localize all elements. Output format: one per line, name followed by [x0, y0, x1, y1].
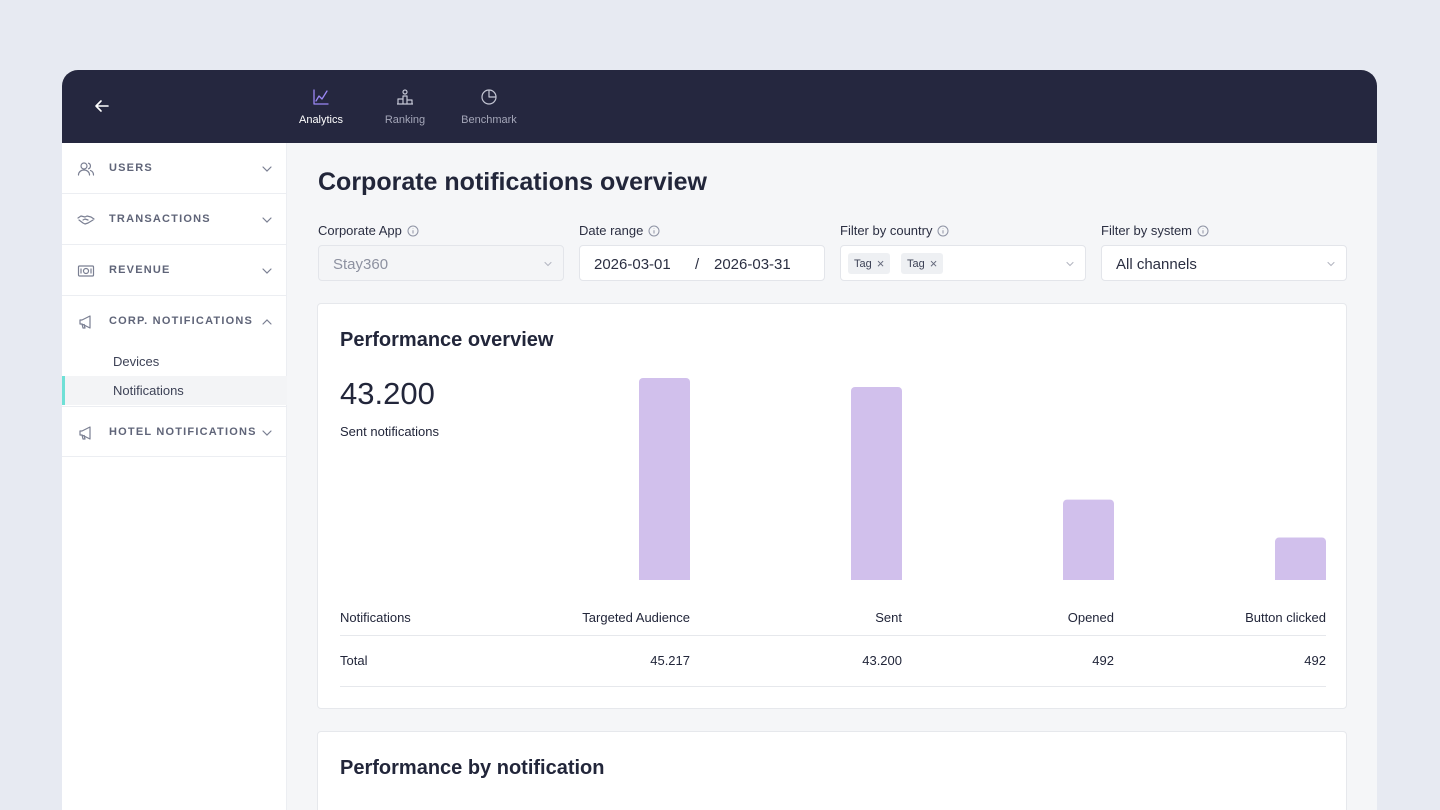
- sidebar-section-revenue[interactable]: REVENUE: [62, 245, 287, 296]
- performance-overview-card: Performance overview 43.200 Sent notific…: [317, 303, 1347, 709]
- performance-overview-title: Performance overview: [340, 329, 554, 351]
- bar-base: [1063, 574, 1114, 580]
- sidebar-section-users[interactable]: USERS: [62, 143, 287, 194]
- info-icon[interactable]: [407, 225, 419, 237]
- close-icon[interactable]: ×: [876, 256, 885, 271]
- line-chart-icon: [313, 89, 329, 105]
- country-tag-label: Tag: [854, 257, 872, 270]
- country-tag: Tag ×: [848, 253, 891, 274]
- country-multiselect[interactable]: Tag × Tag ×: [840, 245, 1086, 281]
- bar-targeted-audience[interactable]: [639, 378, 690, 580]
- filter-system-label: Filter by system: [1101, 223, 1193, 238]
- cell-opened: 492: [1092, 653, 1114, 668]
- info-icon[interactable]: [1197, 225, 1209, 237]
- sent-notifications-kpi-value: 43.200: [340, 376, 435, 411]
- sidebar-section-revenue-label: REVENUE: [109, 264, 171, 276]
- active-indicator: [62, 376, 65, 405]
- country-tag: Tag ×: [901, 253, 944, 274]
- sidebar-section-corp-notifications[interactable]: CORP. NOTIFICATIONS: [62, 296, 287, 347]
- filter-country: Filter by country Tag × Tag ×: [840, 223, 1086, 281]
- column-header-notifications: Notifications: [340, 610, 411, 625]
- date-range-picker[interactable]: 2026-03-01 / 2026-03-31: [579, 245, 825, 281]
- sidebar-item-notifications[interactable]: Notifications: [62, 376, 287, 405]
- tab-ranking-label: Ranking: [384, 114, 426, 126]
- table-divider: [340, 686, 1326, 687]
- chevron-down-icon: [262, 430, 272, 436]
- tab-benchmark[interactable]: Benchmark: [454, 86, 524, 130]
- sidebar-section-users-label: USERS: [109, 162, 153, 174]
- cell-button-clicked: 492: [1304, 653, 1326, 668]
- filter-corporate-app: Corporate App Stay360: [318, 223, 564, 281]
- info-icon[interactable]: [937, 225, 949, 237]
- filter-country-label: Filter by country: [840, 223, 933, 238]
- column-header-button-clicked: Button clicked: [1245, 610, 1326, 625]
- sidebar: USERS TRANSACTIONS REVENUE CORP. NOTIFIC…: [62, 143, 287, 810]
- sidebar-item-devices-label: Devices: [113, 354, 160, 369]
- tab-benchmark-label: Benchmark: [461, 114, 517, 126]
- pie-chart-icon: [481, 89, 497, 105]
- table-header-row: Notifications Targeted Audience Sent Ope…: [340, 610, 1326, 630]
- app-window: Analytics Ranking Benchmark USERS TRANSA…: [62, 70, 1377, 810]
- system-select[interactable]: All channels: [1101, 245, 1347, 281]
- chevron-down-icon: [1327, 261, 1335, 267]
- cell-targeted-audience: 45.217: [650, 653, 690, 668]
- column-header-targeted-audience: Targeted Audience: [582, 610, 690, 625]
- megaphone-icon: [79, 426, 91, 440]
- bar-base: [851, 574, 902, 580]
- chevron-down-icon: [262, 217, 272, 223]
- date-range-start[interactable]: 2026-03-01: [594, 256, 671, 273]
- sidebar-section-transactions[interactable]: TRANSACTIONS: [62, 194, 287, 245]
- country-tag-label: Tag: [907, 257, 925, 270]
- page-title: Corporate notifications overview: [318, 168, 707, 196]
- column-header-opened: Opened: [1067, 610, 1114, 625]
- date-range-end[interactable]: 2026-03-31: [714, 256, 791, 273]
- chevron-down-icon: [1066, 261, 1074, 267]
- sent-notifications-kpi-label: Sent notifications: [340, 424, 440, 439]
- date-range-separator: /: [695, 256, 700, 273]
- sidebar-section-transactions-label: TRANSACTIONS: [109, 213, 211, 225]
- sidebar-item-notifications-label: Notifications: [113, 383, 184, 398]
- chevron-down-icon: [262, 268, 272, 274]
- bar-button-clicked[interactable]: [1275, 537, 1326, 580]
- cell-sent: 43.200: [862, 653, 902, 668]
- chevron-up-icon: [262, 319, 272, 325]
- tab-ranking[interactable]: Ranking: [370, 86, 440, 130]
- bar-sent[interactable]: [851, 387, 902, 580]
- sidebar-item-devices[interactable]: Devices: [62, 347, 287, 376]
- tab-analytics-label: Analytics: [298, 114, 344, 126]
- filter-date-range: Date range 2026-03-01 / 2026-03-31: [579, 223, 825, 281]
- users-icon: [77, 162, 95, 176]
- handshake-icon: [77, 215, 95, 225]
- top-navigation-bar: Analytics Ranking Benchmark: [62, 70, 1377, 143]
- info-icon[interactable]: [648, 225, 660, 237]
- chevron-down-icon: [544, 261, 552, 267]
- system-value: All channels: [1116, 256, 1197, 273]
- corporate-app-select[interactable]: Stay360: [318, 245, 564, 281]
- back-arrow-icon[interactable]: [90, 94, 114, 118]
- performance-bar-chart: [639, 378, 1326, 580]
- filter-corporate-app-label: Corporate App: [318, 223, 402, 238]
- megaphone-icon: [79, 315, 91, 329]
- sidebar-section-corp-notifications-label: CORP. NOTIFICATIONS: [109, 315, 254, 327]
- bar-base: [1275, 574, 1326, 580]
- bar-opened[interactable]: [1063, 499, 1114, 580]
- banknote-icon: [77, 265, 95, 277]
- performance-by-notification-card: Performance by notification: [317, 731, 1347, 810]
- podium-icon: [397, 89, 413, 105]
- performance-by-notification-title: Performance by notification: [340, 757, 605, 779]
- table-divider: [340, 635, 1326, 636]
- filter-system: Filter by system All channels: [1101, 223, 1347, 281]
- bar-base: [639, 574, 690, 580]
- corporate-app-value: Stay360: [333, 256, 389, 273]
- tab-analytics[interactable]: Analytics: [286, 86, 356, 130]
- chevron-down-icon: [262, 166, 272, 172]
- filter-date-range-label: Date range: [579, 223, 644, 238]
- sidebar-section-hotel-notifications[interactable]: HOTEL NOTIFICATIONS: [62, 406, 287, 457]
- main-content: Corporate notifications overview Corpora…: [287, 143, 1377, 810]
- sidebar-section-hotel-notifications-label: HOTEL NOTIFICATIONS: [109, 426, 257, 438]
- close-icon[interactable]: ×: [929, 256, 938, 271]
- cell-total-label: Total: [340, 653, 368, 668]
- table-row: Total 45.217 43.200 492 492: [340, 653, 1326, 673]
- column-header-sent: Sent: [875, 610, 902, 625]
